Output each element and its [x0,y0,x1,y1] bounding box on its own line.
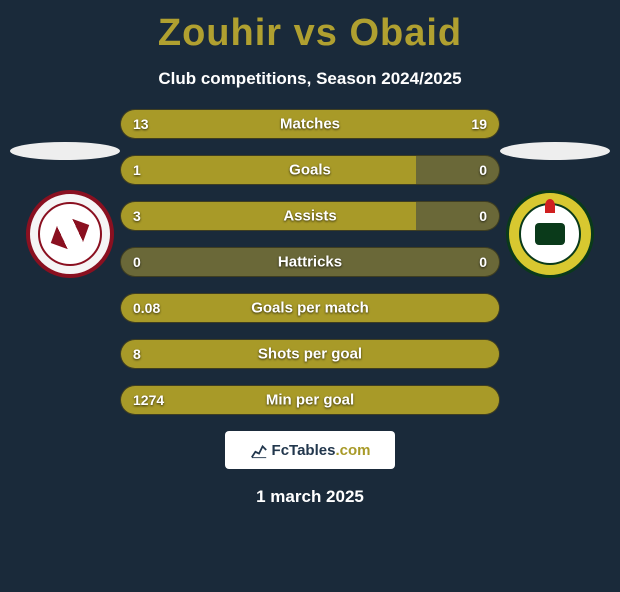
flag-left [10,142,120,160]
stat-label: Goals per match [251,300,369,317]
team-badge-right [506,190,594,278]
stat-label: Matches [280,116,340,133]
stat-row-goals-per-match: 0.08 Goals per match [120,293,500,323]
stat-row-goals: 1 0 Goals [120,155,500,185]
stat-value-left: 0 [133,254,141,270]
stat-value-left: 3 [133,208,141,224]
stat-value-right: 0 [479,254,487,270]
stat-value-left: 13 [133,116,149,132]
stat-value-left: 8 [133,346,141,362]
stat-value-right: 0 [479,208,487,224]
stat-row-hattricks: 0 0 Hattricks [120,247,500,277]
stat-label: Shots per goal [258,346,362,363]
stat-value-left: 0.08 [133,300,160,316]
comparison-date: 1 march 2025 [0,487,620,507]
team-badge-left [26,190,114,278]
chart-icon [250,441,268,459]
bar-left-fill [121,156,416,184]
stat-row-matches: 13 19 Matches [120,109,500,139]
page-title: Zouhir vs Obaid [0,12,620,55]
fctables-logo[interactable]: FcTables.com [225,431,395,469]
subtitle: Club competitions, Season 2024/2025 [0,69,620,89]
stats-container: 13 19 Matches 1 0 Goals 3 0 Assists 0 0 Hattricks 0.… [120,109,500,415]
stat-row-assists: 3 0 Assists [120,201,500,231]
stat-value-left: 1 [133,162,141,178]
stat-value-left: 1274 [133,392,164,408]
stat-value-right: 0 [479,162,487,178]
stat-value-right: 19 [471,116,487,132]
stat-row-min-per-goal: 1274 Min per goal [120,385,500,415]
logo-text: FcTables.com [272,442,371,459]
stat-label: Min per goal [266,392,354,409]
stat-label: Hattricks [278,254,342,271]
stat-label: Goals [289,162,331,179]
flag-right [500,142,610,160]
stat-label: Assists [283,208,336,225]
bar-left-fill [121,202,416,230]
stat-row-shots-per-goal: 8 Shots per goal [120,339,500,369]
